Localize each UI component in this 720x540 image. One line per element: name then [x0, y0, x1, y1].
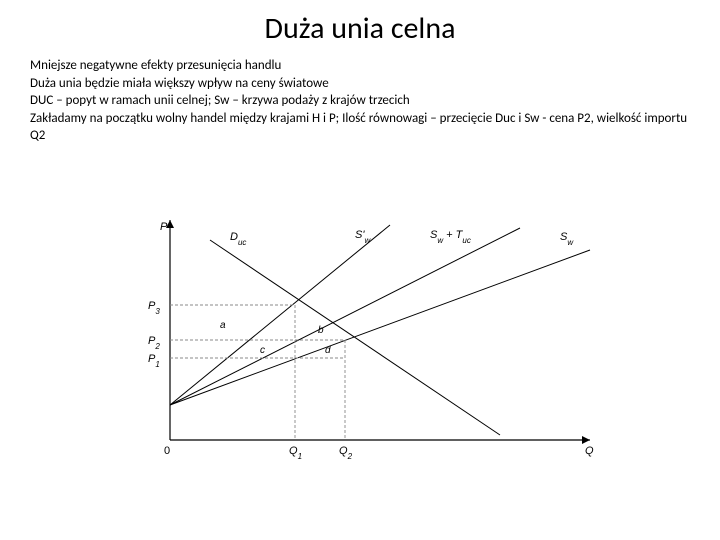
svg-text:Q2: Q2 — [339, 445, 353, 461]
body-text: Mniejsze negatywne efekty przesunięcia h… — [30, 57, 690, 145]
chart-svg: P 0 Q Duc S'w Sw + Tuc Sw P3 P2 P1 Q1 Q2 a b c d — [120, 210, 620, 470]
body-line: Mniejsze negatywne efekty przesunięcia h… — [30, 57, 690, 75]
svg-text:Q1: Q1 — [289, 445, 302, 461]
body-line: Duża unia będzie miała większy wpływ na … — [30, 75, 690, 93]
svg-text:Sw: Sw — [560, 231, 574, 247]
svg-text:b: b — [318, 325, 324, 336]
svg-text:d: d — [325, 345, 331, 356]
svg-text:P2: P2 — [148, 335, 160, 351]
body-line: Zakładamy na początku wolny handel międz… — [30, 110, 690, 145]
svg-text:Q: Q — [585, 445, 594, 457]
svg-text:P3: P3 — [148, 300, 160, 316]
economics-chart: P 0 Q Duc S'w Sw + Tuc Sw P3 P2 P1 Q1 Q2 a b c d — [120, 210, 620, 490]
svg-text:Duc: Duc — [230, 231, 246, 247]
svg-text:c: c — [260, 345, 265, 356]
slide-title: Duża unia celna — [30, 10, 690, 47]
svg-text:P: P — [160, 221, 168, 233]
svg-text:P1: P1 — [148, 353, 160, 369]
svg-text:S'w: S'w — [355, 229, 371, 245]
slide: Duża unia celna Mniejsze negatywne efekt… — [0, 0, 720, 540]
body-line: DUC – popyt w ramach unii celnej; Sw – k… — [30, 92, 690, 110]
svg-text:Sw + Tuc: Sw + Tuc — [430, 229, 471, 245]
svg-text:0: 0 — [164, 445, 170, 457]
svg-text:a: a — [220, 320, 226, 331]
